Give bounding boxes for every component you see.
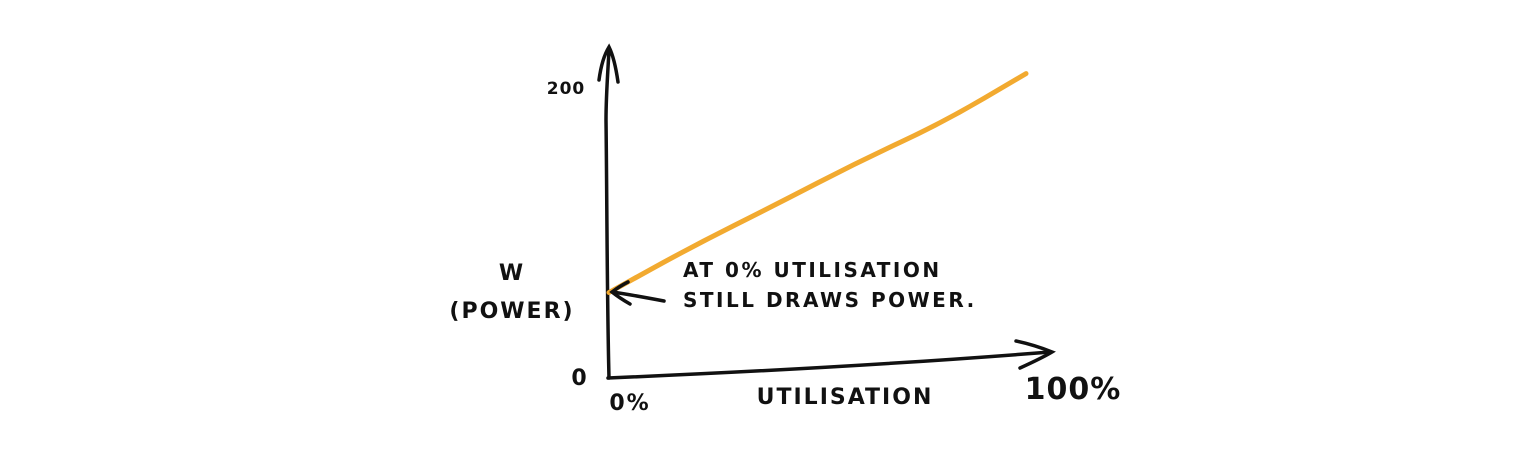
y-axis-arrowhead (597, 43, 620, 84)
x-axis-line (606, 350, 1052, 380)
y-axis-label: W (499, 261, 525, 286)
x-axis-label: UTILISATION (757, 385, 934, 410)
annotation-line-2: STILL DRAWS POWER. (683, 288, 977, 312)
x-tick-max-label: 100% (1025, 372, 1122, 407)
annotation-arrow-shaft (611, 290, 666, 303)
x-axis-arrowhead (1014, 339, 1056, 370)
annotation-line-1: AT 0% UTILISATION (683, 258, 942, 282)
y-axis-line (604, 48, 611, 380)
series-line-power (606, 71, 1029, 295)
y-axis-sublabel: (POWER) (449, 299, 574, 324)
y-tick-min-label: 0 (571, 366, 588, 391)
x-tick-min-label: 0% (609, 391, 650, 416)
annotation-arrow-head (609, 280, 632, 306)
y-tick-max-label: 200 (547, 79, 586, 99)
